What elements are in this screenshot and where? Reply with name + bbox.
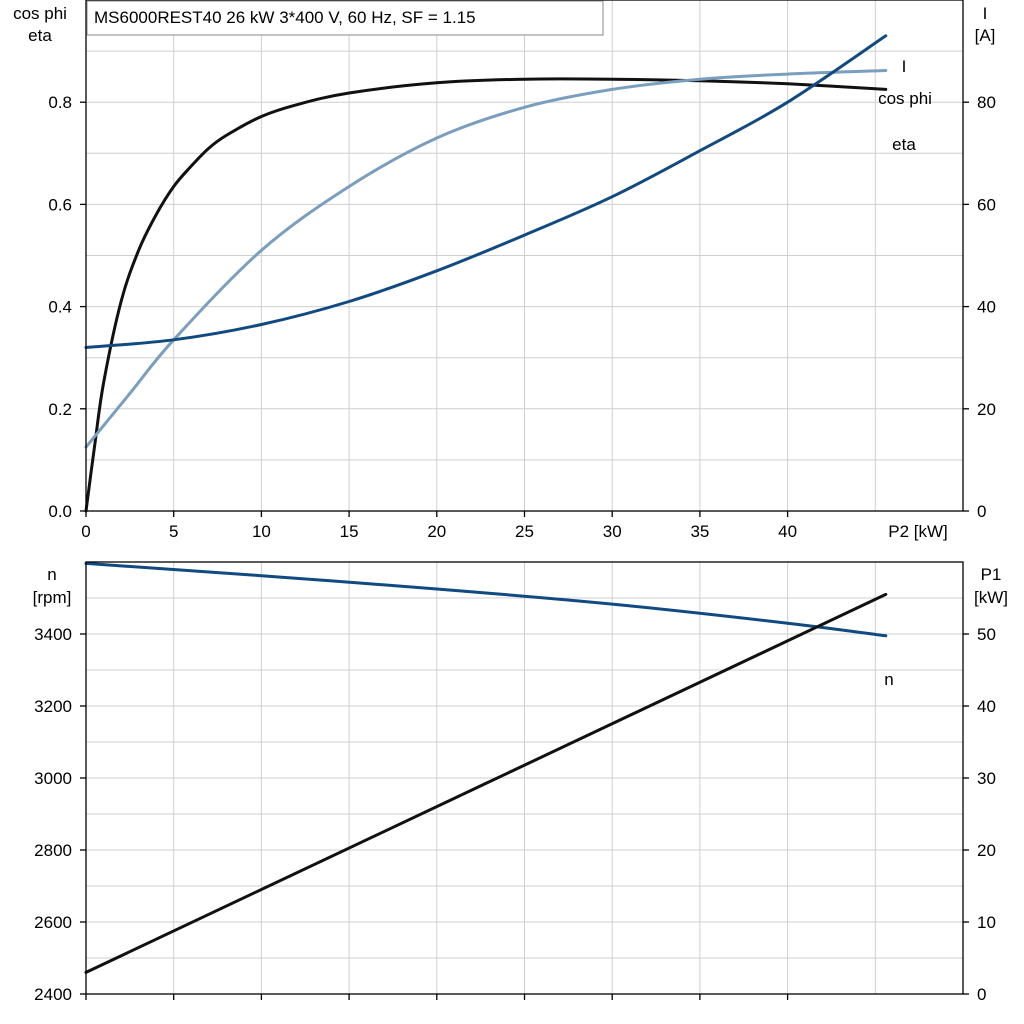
series-label-eta: eta: [892, 135, 916, 154]
top-left-tick-label: 0.0: [48, 502, 72, 521]
top-right-tick-label: 40: [977, 298, 996, 317]
top-left-tick-label: 0.6: [48, 195, 72, 214]
series-label-i: I: [902, 57, 907, 76]
bottom-series-p1-line: [84, 592, 888, 974]
bottom-grid: [86, 562, 963, 994]
top-right-axis-label-1: I: [983, 4, 988, 23]
top-left-tick-label: 0.2: [48, 400, 72, 419]
bottom-series-n-line: [84, 561, 888, 638]
bottom-left-tick-label: 3200: [34, 697, 72, 716]
bottom-right-tick-label: 0: [977, 985, 986, 1004]
top-left-tick-label: 0.8: [48, 93, 72, 112]
top-right-tick-label: 60: [977, 195, 996, 214]
title-box: [86, 0, 604, 36]
bottom-right-tick-label: 50: [977, 625, 996, 644]
top-right-tick-label: 20: [977, 400, 996, 419]
top-right-tick-label: 0: [977, 502, 986, 521]
bottom-left-tick-label: 2400: [34, 985, 72, 1004]
x-tick-label: 5: [169, 522, 178, 541]
bottom-left-tick-label: 3400: [34, 625, 72, 644]
top-series-eta-line: [84, 77, 888, 513]
top-left-axis-label-1: cos phi: [13, 4, 67, 23]
bottom-left-tick-label: 2600: [34, 913, 72, 932]
bottom-right-tick-label: 30: [977, 769, 996, 788]
series-label-n: n: [884, 670, 893, 689]
top-ticks: 0.0 0.2 0.4 0.6 0.8 0 20 40 60 80 0 5 10 15 20 25 30 35 40: [48, 93, 996, 541]
top-right-axis-label-2: [A]: [975, 26, 996, 45]
x-tick-label: 20: [427, 522, 446, 541]
bottom-left-axis-label-1: n: [47, 565, 56, 584]
x-tick-label: 30: [603, 522, 622, 541]
x-tick-label: 25: [515, 522, 534, 541]
chart-title: MS6000REST40 26 kW 3*400 V, 60 Hz, SF = …: [94, 8, 476, 27]
bottom-right-axis-label-2: [kW]: [974, 588, 1008, 607]
top-series-cos-phi-line: [84, 69, 888, 449]
x-axis-label: P2 [kW]: [888, 522, 948, 541]
x-tick-label: 10: [252, 522, 271, 541]
top-left-axis-label-2: eta: [28, 26, 52, 45]
x-tick-label: 40: [778, 522, 797, 541]
bottom-ticks: 2400 2600 2800 3000 3200 3400 0 10 20 30 40 50: [34, 625, 996, 1004]
bottom-right-axis-label-1: P1: [981, 565, 1002, 584]
bottom-right-tick-label: 20: [977, 841, 996, 860]
top-left-tick-label: 0.4: [48, 298, 72, 317]
x-tick-label: 0: [81, 522, 90, 541]
bottom-left-tick-label: 3000: [34, 769, 72, 788]
bottom-right-tick-label: 40: [977, 697, 996, 716]
series-label-cos-phi: cos phi: [878, 89, 932, 108]
bottom-right-tick-label: 10: [977, 913, 996, 932]
bottom-curves: n: [84, 561, 894, 974]
x-tick-label: 15: [340, 522, 359, 541]
top-right-tick-label: 80: [977, 93, 996, 112]
x-tick-label: 35: [690, 522, 709, 541]
bottom-left-axis-label-2: [rpm]: [33, 588, 72, 607]
bottom-left-tick-label: 2800: [34, 841, 72, 860]
top-series-i-line: [84, 34, 888, 349]
